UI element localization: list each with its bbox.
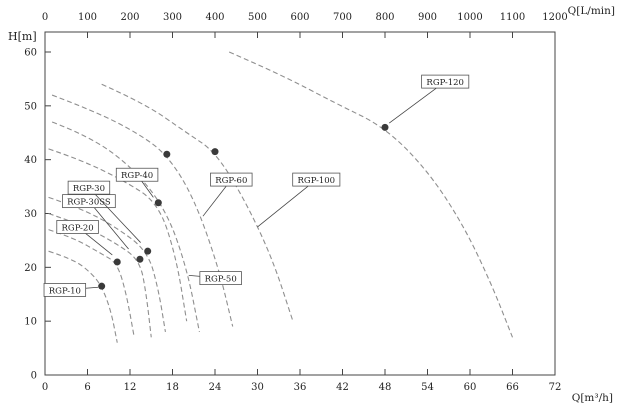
top-axis-tick-label: 0 [42,12,48,23]
bottom-axis-tick-label: 0 [42,382,48,393]
label-leader-RGP-100 [257,179,317,228]
bottom-axis-tick-label: 18 [166,382,179,393]
series-label-RGP-50: RGP-50 [205,275,237,285]
rated-point-RGP-120 [381,123,389,131]
series-label-RGP-100: RGP-100 [298,176,336,186]
top-axis-tick-label: 600 [290,12,309,23]
curve-RGP-20 [48,229,135,338]
top-axis-tick-label: 800 [375,12,394,23]
series-label-box-RGP-30SS [62,194,116,209]
rated-point-RGP-100 [211,148,219,156]
series-label-RGP-120: RGP-120 [426,78,464,88]
rated-point-RGP-20 [113,258,121,266]
curve-RGP-30 [48,196,166,333]
top-axis-tick-label: 100 [78,12,97,23]
curve-RGP-50 [51,121,200,333]
top-axis-tick-label: 200 [120,12,139,23]
left-axis-tick-label: 20 [24,263,37,274]
series-label-RGP-30SS: RGP-30SS [67,198,111,208]
series-label-box-RGP-120 [421,74,470,89]
top-axis-tick-label: 500 [248,12,267,23]
curve-RGP-120 [228,51,514,338]
top-axis-title: Q[L/min] [567,5,615,17]
label-leader-RGP-30 [88,187,141,243]
top-axis-tick-label: 1200 [542,12,567,23]
series-label-RGP-60: RGP-60 [215,176,247,186]
bottom-axis-tick-label: 6 [84,382,90,393]
bottom-axis-tick-label: 54 [421,382,434,393]
rated-point-RGP-60 [163,150,171,158]
bottom-axis-tick-label: 12 [124,382,137,393]
top-axis-tick-label: 1000 [457,12,482,23]
left-axis-tick-label: 50 [24,101,37,112]
bottom-axis-tick-label: 42 [336,382,349,393]
rated-point-RGP-10 [98,282,106,290]
top-axis-tick-label: 700 [333,12,352,23]
series-label-box-RGP-10 [43,283,87,297]
series-label-RGP-30: RGP-30 [73,184,105,194]
series-label-RGP-40: RGP-40 [121,171,153,181]
bottom-axis-tick-label: 60 [464,382,477,393]
series-label-box-RGP-60 [210,172,253,187]
bottom-axis-tick-label: 30 [251,382,264,393]
bottom-axis-title: Q[m³/h] [571,392,613,404]
left-axis-tick-label: 0 [31,371,37,382]
plot-border [44,31,556,376]
label-leader-RGP-30SS [88,200,129,250]
rated-point-RGP-30 [144,247,152,255]
rated-point-RGP-40 [154,199,162,207]
bottom-axis-tick-label: 66 [506,382,519,393]
label-leader-RGP-120 [389,81,446,124]
series-label-box-RGP-50 [199,271,242,286]
bottom-axis-tick-label: 48 [379,382,392,393]
series-label-box-RGP-100 [292,172,341,187]
left-axis-tick-label: 10 [24,317,37,328]
series-label-RGP-20: RGP-20 [62,223,94,233]
series-label-box-RGP-30 [67,180,111,195]
rated-point-RGP-30SS [136,255,144,263]
series-label-box-RGP-20 [56,220,99,234]
bottom-axis-tick-label: 36 [294,382,307,393]
series-label-RGP-10: RGP-10 [49,286,81,296]
top-axis-tick-label: 400 [205,12,224,23]
curve-RGP-100 [101,83,294,322]
left-axis-tick-label: 60 [24,48,37,59]
top-axis-tick-label: 300 [163,12,182,23]
series-label-box-RGP-40 [115,167,159,182]
curve-RGP-10 [48,250,118,343]
left-axis-title: H[m] [8,30,37,43]
curve-RGP-60 [51,94,234,327]
left-axis-tick-label: 40 [24,155,37,166]
bottom-axis-tick-label: 24 [209,382,222,393]
top-axis-tick-label: 1100 [500,12,525,23]
top-axis-tick-label: 900 [418,12,437,23]
bottom-axis-tick-label: 72 [549,382,562,393]
curve-RGP-40 [48,148,188,322]
left-axis-tick-label: 30 [24,209,37,220]
